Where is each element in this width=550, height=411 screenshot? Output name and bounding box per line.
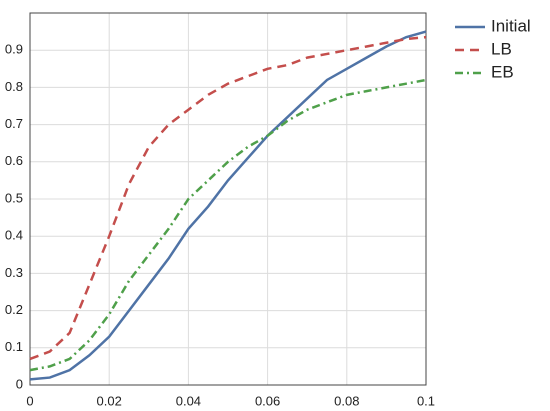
x-tick-label: 0.04 (176, 393, 201, 408)
y-tick-label: 0 (16, 376, 23, 391)
legend-label: EB (491, 62, 514, 81)
series-line (29, 78, 427, 372)
y-tick-label: 0.3 (5, 265, 23, 280)
plot-frame (29, 12, 427, 386)
y-tick-label: 0.7 (5, 116, 23, 131)
x-tick-label: 0.08 (334, 393, 359, 408)
y-tick-label: 0.4 (5, 228, 23, 243)
y-tick-label: 0.1 (5, 339, 23, 354)
legend-label: LB (491, 39, 512, 58)
legend: Initial LB EB (455, 16, 531, 81)
x-tick-label: 0.1 (417, 393, 435, 408)
series-line (29, 35, 427, 361)
x-tick-label: 0.06 (255, 393, 280, 408)
y-tick-label: 0.6 (5, 153, 23, 168)
legend-label: Initial (491, 16, 531, 35)
x-tick-label: 0.02 (97, 393, 122, 408)
y-tick-label: 0.2 (5, 302, 23, 317)
y-tick-label: 0.8 (5, 79, 23, 94)
y-tick-label: 0.5 (5, 190, 23, 205)
x-tick-label: 0 (26, 393, 33, 408)
y-tick-label: 0.9 (5, 42, 23, 57)
series-line (29, 30, 427, 381)
